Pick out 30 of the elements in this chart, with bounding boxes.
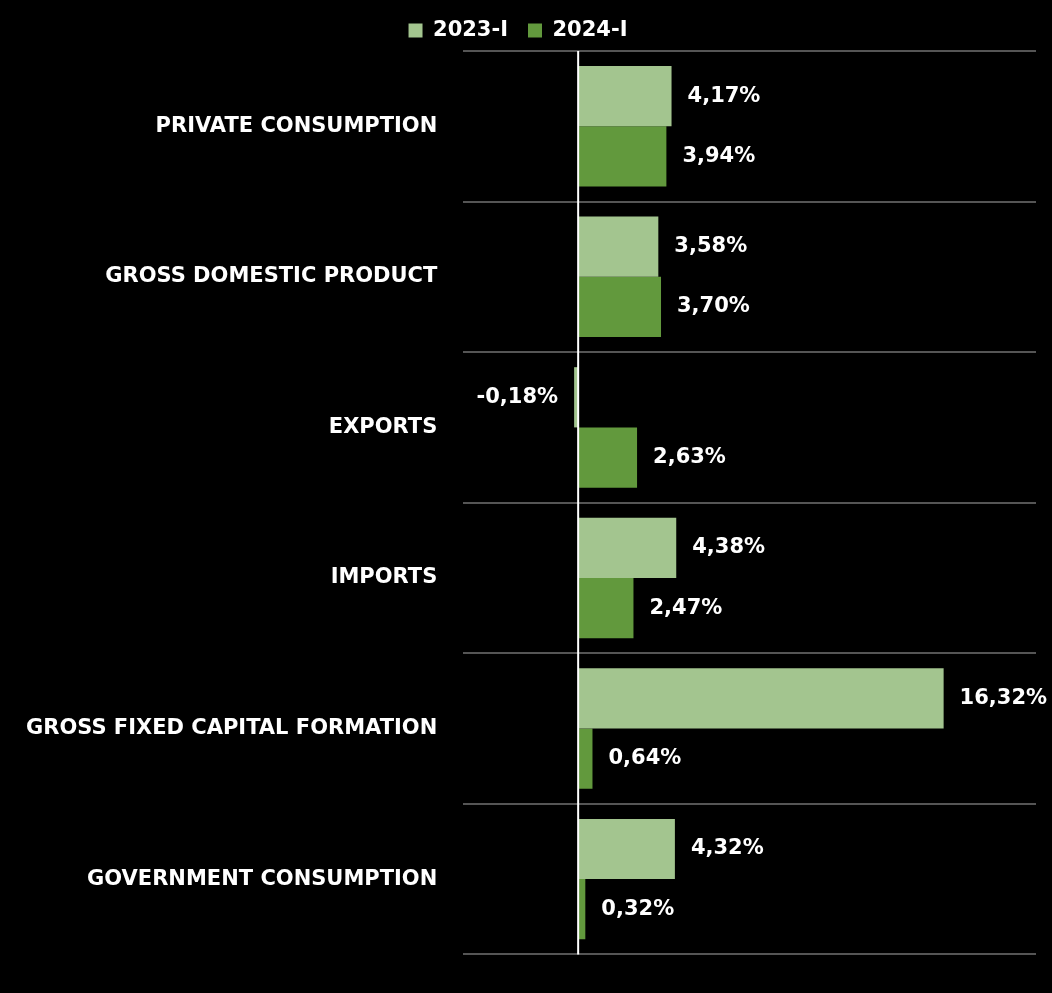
data-label: 3,70% [677, 293, 750, 318]
bar [578, 427, 638, 488]
bar [578, 668, 944, 729]
bar [578, 216, 659, 277]
bar [578, 818, 675, 880]
data-label: 3,58% [674, 233, 748, 258]
bar [578, 517, 677, 578]
y-tick-label: GOVERNMENT CONSUMPTION [87, 865, 438, 890]
y-tick-label: IMPORTS [330, 564, 438, 589]
data-label: 4,38% [692, 534, 766, 559]
data-label: 0,64% [608, 745, 682, 770]
data-label: 16,32% [959, 684, 1048, 709]
data-label: 3,94% [682, 142, 756, 167]
bar [578, 577, 634, 639]
data-label: 0,32% [601, 895, 675, 920]
bar [578, 728, 593, 789]
y-tick-label: GROSS FIXED CAPITAL FORMATION [25, 715, 438, 739]
bar [578, 276, 662, 338]
data-label: -0,18% [476, 383, 559, 408]
y-tick-label: EXPORTS [328, 413, 438, 438]
data-label: 2,47% [649, 594, 723, 619]
y-tick-label: PRIVATE CONSUMPTION [155, 112, 438, 137]
bar [578, 66, 672, 127]
data-label: 2,63% [653, 443, 726, 468]
y-tick-label: GROSS DOMESTIC PRODUCT [105, 263, 438, 288]
legend-label: 2024-I [552, 16, 628, 41]
data-label: 4,32% [690, 835, 764, 860]
data-label: 4,17% [687, 82, 761, 107]
bar [578, 126, 667, 187]
legend-label: 2023-I [433, 16, 509, 41]
